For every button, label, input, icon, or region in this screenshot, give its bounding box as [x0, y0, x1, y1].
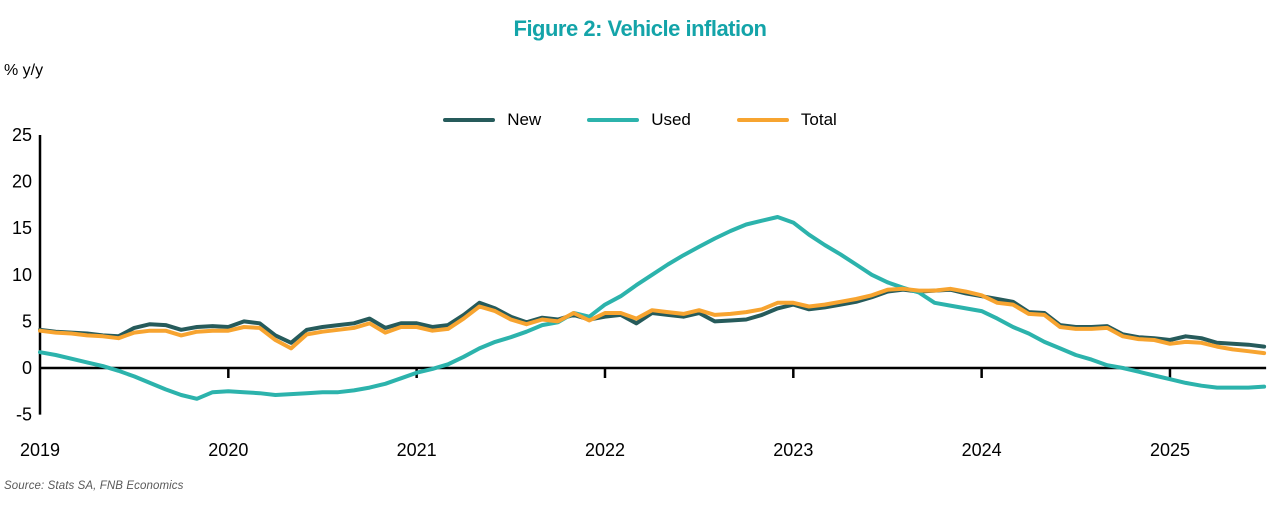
legend-swatch-total-line [736, 118, 789, 122]
x-tick-label: 2021 [397, 440, 437, 460]
legend-label-new: New [507, 110, 542, 129]
x-tick-label: 2023 [773, 440, 813, 460]
x-tick-label: 2019 [20, 440, 60, 460]
y-tick-label: 25 [12, 125, 32, 145]
y-tick-label: -5 [16, 405, 32, 425]
y-tick-label: 10 [12, 265, 32, 285]
chart-legend: New Used Total [0, 110, 1280, 130]
y-tick-label: 0 [22, 358, 32, 378]
series-line-new [38, 287, 1267, 349]
legend-item-total: Total [736, 110, 837, 130]
legend-swatch-new-line [443, 118, 496, 122]
chart-title: Figure 2: Vehicle inflation [513, 16, 768, 41]
legend-swatch-used-line [587, 118, 640, 122]
x-tick-label: 2020 [208, 440, 248, 460]
x-tick-label: 2025 [1150, 440, 1190, 460]
series-line-total [38, 286, 1267, 356]
x-tick-label: 2022 [585, 440, 625, 460]
series-line-used [38, 215, 1267, 401]
legend-item-used: Used [587, 110, 691, 130]
y-tick-label: 15 [12, 218, 32, 238]
y-axis-unit-label: % y/y [4, 62, 44, 79]
y-tick-label: 5 [22, 311, 32, 331]
legend-label-used: Used [651, 110, 691, 129]
x-tick-label: 2024 [962, 440, 1002, 460]
legend-item-new: New [443, 110, 541, 130]
source-note: Source: Stats SA, FNB Economics [4, 480, 184, 492]
y-tick-label: 20 [12, 172, 32, 192]
legend-label-total: Total [800, 110, 837, 129]
